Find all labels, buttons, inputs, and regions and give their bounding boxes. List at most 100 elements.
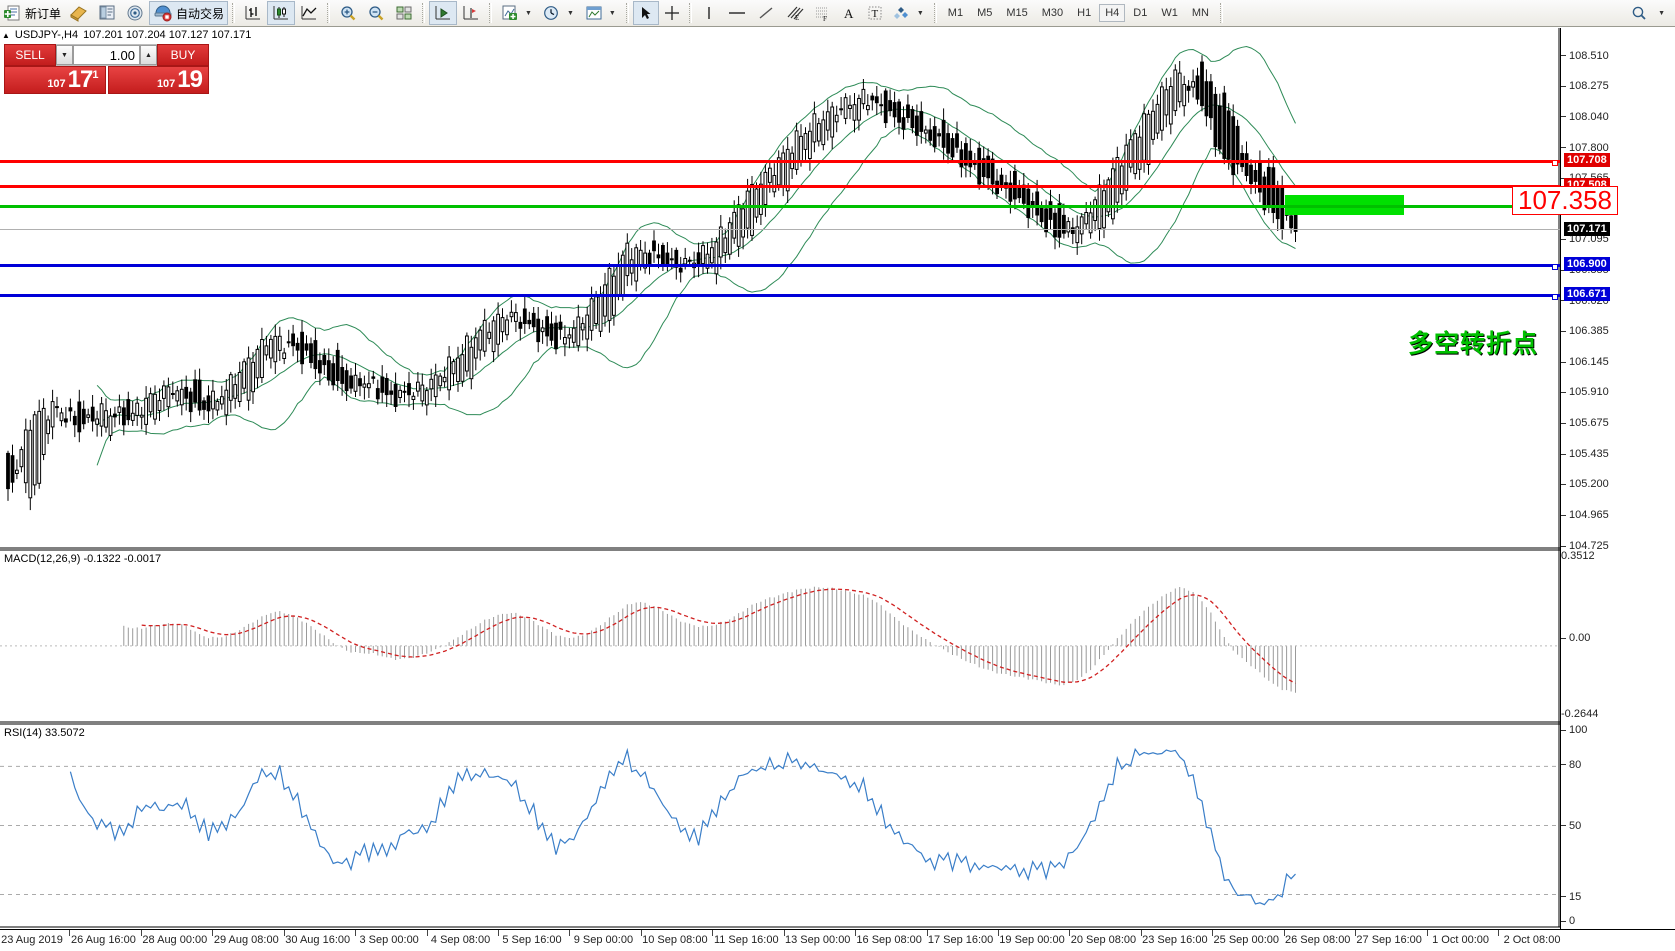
toolbar-overflow-button[interactable]: ▼ [1652, 1, 1671, 25]
equidistant-channel-button[interactable]: E [780, 1, 808, 25]
target-price-annotation[interactable]: 107.358 [1512, 185, 1618, 216]
time-scale[interactable]: 23 Aug 2019 26 Aug 16:00 28 Aug 00:00 29 Au… [0, 929, 1675, 951]
price-tick: 104.965 [1561, 509, 1609, 521]
new-order-button[interactable]: 新订单 [0, 1, 65, 25]
time-tick-mark [640, 930, 642, 936]
equidistant-channel-icon: E [787, 6, 804, 22]
timeframe-m1[interactable]: M1 [947, 7, 964, 19]
volume-stepper[interactable]: ▼ 1.00 ▲ [56, 44, 157, 66]
sell-button[interactable]: SELL [4, 44, 56, 66]
chevron-down-icon[interactable]: ▼ [566, 9, 574, 17]
toolbar-separator [1219, 3, 1223, 23]
zoom-in-button[interactable] [334, 1, 362, 25]
chevron-down-icon[interactable]: ▼ [1658, 9, 1665, 17]
price-tick: 106.385 [1561, 325, 1609, 337]
one-click-price-row: 107 17 1 107 19 [4, 66, 209, 94]
one-click-trading-panel[interactable]: SELL ▼ 1.00 ▲ BUY 107 17 1 107 19 [4, 44, 209, 94]
price-level-label[interactable]: 107.708 [1564, 152, 1610, 167]
toolbar-separator [232, 3, 236, 23]
level-handle[interactable] [1552, 159, 1558, 166]
fibonacci-button[interactable]: F [808, 1, 836, 25]
price-tick: 106.145 [1561, 356, 1609, 368]
zoom-out-button[interactable] [362, 1, 390, 25]
horizontal-line-button[interactable] [722, 1, 752, 25]
tile-windows-button[interactable] [390, 1, 418, 25]
periods-button[interactable]: ▼ [538, 1, 580, 25]
signals-button[interactable] [121, 1, 149, 25]
chart-area[interactable]: ▲ USDJPY-,H4 107.201 107.204 107.127 107… [0, 28, 1675, 951]
search-button[interactable] [1626, 1, 1652, 25]
collapse-triangle-icon[interactable]: ▲ [2, 30, 10, 40]
timeframe-m30[interactable]: M30 [1041, 7, 1064, 19]
metaeditor-button[interactable] [65, 1, 93, 25]
timeframe-m15[interactable]: M15 [1006, 7, 1028, 19]
autotrading-button[interactable]: 自动交易 [149, 1, 229, 25]
chinese-annotation[interactable]: 多空转折点 [1408, 329, 1539, 358]
candlestick-chart-button[interactable] [267, 1, 296, 25]
price-level-line[interactable] [0, 185, 1560, 192]
time-tick-label: 9 Sep 00:00 [573, 934, 634, 946]
buy-price-display[interactable]: 107 19 [107, 66, 209, 94]
price-level-label[interactable]: 106.671 [1564, 286, 1610, 301]
timeframe-h4[interactable]: H4 [1099, 4, 1126, 22]
price-level-label[interactable]: 107.171 [1564, 222, 1610, 237]
navigator-button[interactable] [93, 1, 121, 25]
buy-button[interactable]: BUY [157, 44, 209, 66]
time-tick-mark [926, 930, 928, 936]
price-tick: 105.910 [1561, 386, 1609, 398]
chevron-down-icon[interactable]: ▼ [525, 9, 532, 17]
volume-increment-button[interactable]: ▲ [140, 45, 157, 65]
signals-icon [127, 5, 143, 21]
toolbar-separator [625, 3, 629, 23]
timeframe-mn[interactable]: MN [1191, 7, 1209, 19]
cursor-button[interactable] [632, 1, 659, 25]
time-tick-label: 23 Aug 2019 [1, 934, 63, 946]
volume-input[interactable]: 1.00 [73, 45, 140, 65]
templates-button[interactable]: ▼ [580, 1, 622, 25]
price-tick: 108.040 [1561, 111, 1609, 123]
time-tick-mark [1140, 930, 1142, 936]
time-tick-label: 23 Sep 16:00 [1142, 934, 1208, 946]
level-handle[interactable] [1552, 264, 1558, 271]
price-level-line[interactable] [0, 264, 1560, 271]
price-level-line[interactable] [0, 204, 1560, 211]
rsi-tick: 80 [1561, 759, 1581, 771]
line-chart-icon [301, 6, 317, 20]
indicators-button[interactable]: ▼ [496, 1, 538, 25]
text-button[interactable]: A [836, 1, 862, 25]
chart-plot-canvas[interactable] [0, 28, 1560, 929]
chart-shift-button[interactable] [457, 1, 485, 25]
volume-decrement-button[interactable]: ▼ [56, 45, 73, 65]
chart-shift-icon [463, 6, 479, 20]
crosshair-button[interactable] [659, 1, 685, 25]
bar-chart-button[interactable] [239, 1, 267, 25]
price-level-label[interactable]: 106.900 [1564, 257, 1610, 272]
price-scale[interactable]: 108.510108.275108.040107.800107.565107.3… [1560, 28, 1675, 951]
price-level-line[interactable] [0, 293, 1560, 300]
chevron-down-icon[interactable]: ▼ [916, 9, 924, 17]
level-handle[interactable] [1552, 293, 1558, 300]
time-tick-label: 20 Sep 08:00 [1070, 934, 1137, 946]
sell-price-display[interactable]: 107 17 1 [4, 66, 106, 94]
objects-button[interactable]: ▼ [888, 1, 930, 25]
time-tick-label: 26 Aug 16:00 [71, 934, 136, 946]
zoom-in-icon [341, 6, 356, 21]
symbol-label: USDJPY-,H4 [14, 29, 79, 41]
text-label-button[interactable]: T [862, 1, 888, 25]
time-tick-label: 29 Aug 08:00 [213, 934, 279, 946]
timeframe-d1[interactable]: D1 [1133, 7, 1148, 19]
timeframe-m5[interactable]: M5 [977, 7, 993, 19]
rsi-tick: 50 [1561, 820, 1581, 832]
auto-scroll-button[interactable] [429, 1, 458, 25]
time-tick-mark [569, 930, 571, 936]
timeframe-h1[interactable]: H1 [1077, 7, 1092, 19]
text-icon: A [844, 6, 854, 21]
vertical-line-button[interactable] [696, 1, 722, 25]
line-chart-button[interactable] [295, 1, 323, 25]
chevron-down-icon[interactable]: ▼ [608, 9, 616, 17]
price-level-line[interactable] [0, 159, 1560, 166]
timeframe-w1[interactable]: W1 [1161, 7, 1178, 19]
time-tick-mark [783, 930, 785, 936]
toolbar-separator [933, 3, 937, 23]
trendline-button[interactable] [752, 1, 780, 25]
